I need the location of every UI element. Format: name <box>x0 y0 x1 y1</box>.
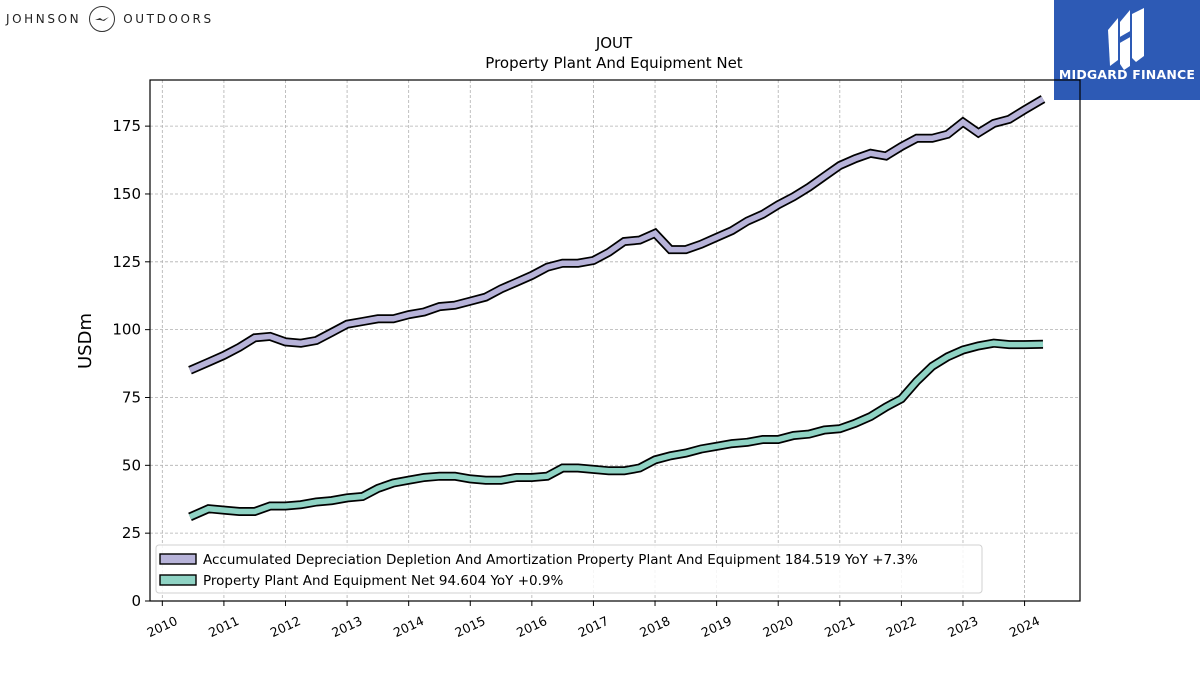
x-tick-label: 2023 <box>945 613 980 640</box>
series-2 <box>188 338 1044 522</box>
x-tick-label: 2012 <box>268 613 303 640</box>
y-tick-label: 0 <box>131 592 141 610</box>
x-tick-label: 2022 <box>884 613 919 640</box>
x-tick-label: 2017 <box>576 613 611 640</box>
x-tick-label: 2018 <box>637 613 672 640</box>
y-tick-label: 100 <box>112 321 141 339</box>
series-layer <box>188 95 1046 522</box>
chart-subtitle: Property Plant And Equipment Net <box>485 54 742 72</box>
x-tick-label: 2016 <box>514 613 549 640</box>
series-line <box>188 340 1044 520</box>
y-tick-label: 175 <box>112 117 141 135</box>
series-1 <box>188 95 1046 375</box>
x-tick-label: 2020 <box>760 613 795 640</box>
x-tick-label: 2011 <box>206 613 241 640</box>
y-axis-label: USDm <box>75 313 96 369</box>
legend: Accumulated Depreciation Depletion And A… <box>155 544 983 594</box>
y-tick-label: 75 <box>122 388 141 406</box>
legend-label: Accumulated Depreciation Depletion And A… <box>203 552 918 568</box>
company-name-right: OUTDOORS <box>123 12 214 26</box>
x-tick-label: 2015 <box>452 613 487 640</box>
y-tick-label: 50 <box>122 456 141 474</box>
x-tick-label: 2013 <box>329 613 364 640</box>
bird-icon <box>89 6 116 32</box>
publisher-mark-icon <box>1108 8 1144 70</box>
legend-box <box>155 544 983 594</box>
x-tick-label: 2021 <box>822 613 857 640</box>
legend-label: Property Plant And Equipment Net 94.604 … <box>203 573 563 589</box>
x-axis: 2010 2011 2012 2013 2014 2015 2016 2017 2018 2019… <box>145 601 1042 640</box>
publisher-name: MIDGARD FINANCE <box>1058 67 1196 82</box>
y-axis: 0 25 50 75 100 125 150 175 <box>112 117 150 610</box>
series-line <box>188 96 1045 373</box>
legend-swatch <box>159 553 197 565</box>
company-logo: JOHNSON OUTDOORS <box>6 6 214 32</box>
y-tick-label: 150 <box>112 185 141 203</box>
company-name-left: JOHNSON <box>6 12 82 26</box>
publisher-logo: MIDGARD FINANCE <box>1054 0 1200 100</box>
y-tick-label: 25 <box>122 524 141 542</box>
y-tick-label: 125 <box>112 253 141 271</box>
legend-swatch <box>159 574 197 586</box>
x-tick-label: 2024 <box>1007 613 1042 640</box>
x-tick-label: 2014 <box>391 613 426 640</box>
x-tick-label: 2019 <box>699 613 734 640</box>
chart-title: JOUT <box>595 34 633 52</box>
series-line-outline <box>188 338 1044 522</box>
x-tick-label: 2010 <box>145 613 180 640</box>
plot-frame <box>149 79 1081 602</box>
